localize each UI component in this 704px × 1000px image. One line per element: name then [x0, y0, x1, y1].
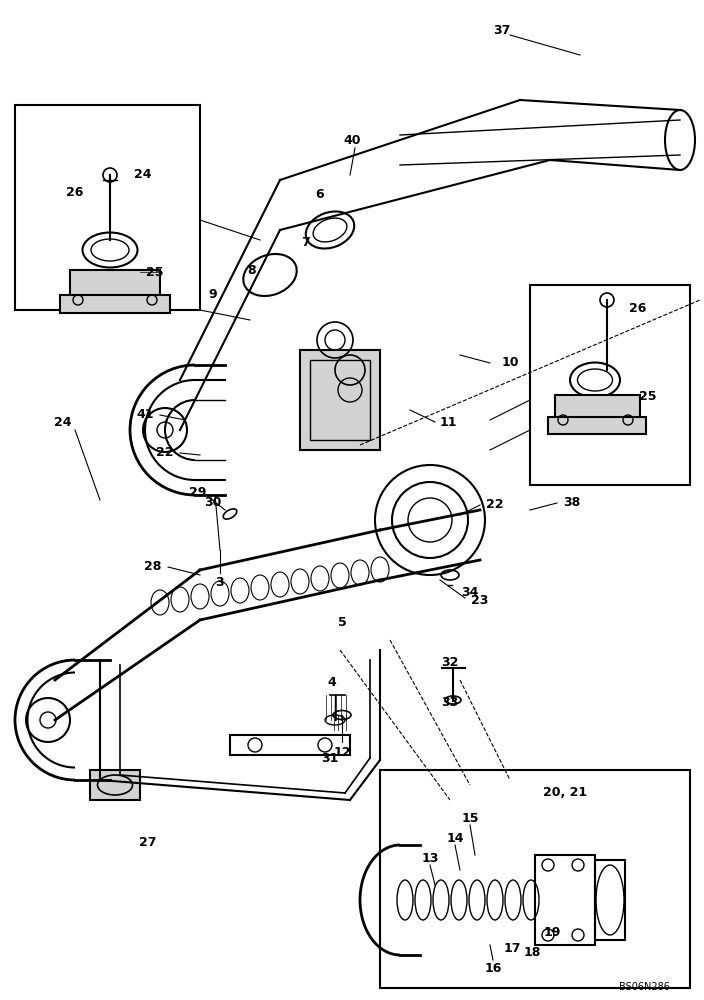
Text: 23: 23 [471, 593, 489, 606]
Text: 9: 9 [208, 288, 218, 302]
Text: 31: 31 [321, 752, 339, 764]
Text: 34: 34 [461, 585, 479, 598]
Bar [70, 270, 160, 298]
Text: 4: 4 [327, 676, 337, 690]
Bar [380, 770, 690, 988]
Text: 28: 28 [144, 560, 162, 574]
Text: 3: 3 [215, 576, 225, 588]
Bar [555, 395, 640, 420]
Text: 10: 10 [501, 357, 519, 369]
Text: 40: 40 [344, 133, 360, 146]
Text: 18: 18 [523, 946, 541, 960]
Bar [535, 855, 595, 945]
Bar [230, 735, 350, 755]
Text: BS06N286: BS06N286 [619, 982, 670, 992]
Bar [595, 860, 625, 940]
Text: 17: 17 [503, 942, 521, 954]
Text: 12: 12 [333, 746, 351, 760]
Text: 11: 11 [439, 416, 457, 428]
Text: 32: 32 [441, 656, 459, 670]
Text: 24: 24 [134, 168, 152, 182]
Text: 26: 26 [629, 302, 647, 314]
Text: 15: 15 [461, 812, 479, 824]
Text: 8: 8 [248, 263, 256, 276]
Text: 30: 30 [204, 496, 222, 510]
Bar [60, 295, 170, 313]
Bar [548, 417, 646, 434]
Text: 20, 21: 20, 21 [543, 786, 587, 800]
Text: 14: 14 [446, 832, 464, 844]
Text: 38: 38 [563, 496, 581, 510]
Text: 29: 29 [189, 486, 207, 498]
Text: 22: 22 [156, 446, 174, 460]
Text: 6: 6 [315, 188, 325, 202]
Text: 33: 33 [441, 696, 458, 710]
Text: 22: 22 [486, 498, 504, 512]
Bar [530, 285, 690, 485]
Bar [90, 770, 140, 800]
Text: 25: 25 [146, 265, 164, 278]
Bar [15, 105, 200, 310]
Text: 13: 13 [421, 852, 439, 864]
Text: 5: 5 [338, 615, 346, 629]
Text: 37: 37 [494, 23, 510, 36]
Text: 7: 7 [301, 236, 309, 249]
Text: 16: 16 [484, 962, 502, 974]
Text: 25: 25 [639, 390, 657, 403]
Text: 27: 27 [139, 836, 157, 850]
Text: 24: 24 [54, 416, 72, 428]
Text: 41: 41 [137, 408, 153, 422]
Bar [300, 350, 380, 450]
Bar [310, 360, 370, 440]
Text: 19: 19 [543, 926, 560, 940]
Text: 26: 26 [66, 186, 84, 198]
